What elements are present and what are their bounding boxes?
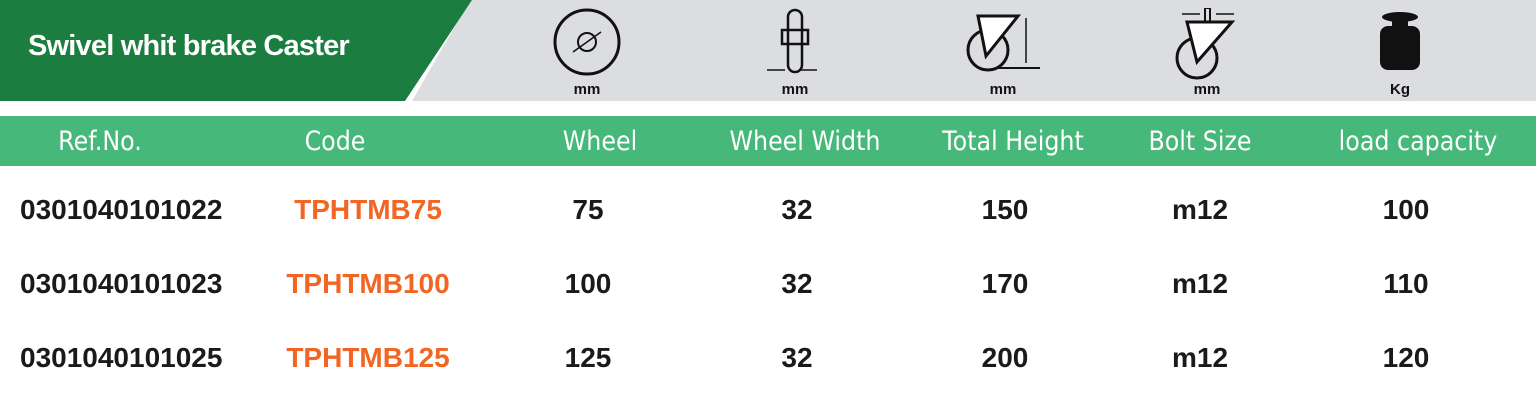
header-wheel: Wheel <box>562 126 638 157</box>
load-capacity: 110 <box>1383 268 1429 299</box>
ref-no: 0301040101022 <box>20 194 223 225</box>
total-height: 170 <box>981 268 1029 299</box>
header-ref: Ref.No. <box>58 126 142 157</box>
bolt-size-icon: mm <box>1162 8 1252 100</box>
wheel-width: 32 <box>781 194 813 225</box>
header-load-capacity: load capacity <box>1338 126 1498 157</box>
table-row: 0301040101022 TPHTMB75 75 32 150 m12 100 <box>0 194 1536 234</box>
header-total-height: Total Height <box>942 126 1084 157</box>
ref-no: 0301040101025 <box>20 342 223 373</box>
table-header: Ref.No. Code Wheel Wheel Width Total Hei… <box>0 116 1536 166</box>
wheel: 125 <box>564 342 612 373</box>
wheel: 75 <box>572 194 604 225</box>
page-title: Swivel whit brake Caster <box>28 30 350 62</box>
icon-band <box>412 0 1536 101</box>
bolt-size: m12 <box>1171 194 1229 225</box>
title-banner <box>0 0 472 101</box>
table-row: 0301040101025 TPHTMB125 125 32 200 m12 1… <box>0 342 1536 382</box>
total-height: 150 <box>981 194 1029 225</box>
load-capacity: 100 <box>1382 194 1430 225</box>
header-wheel-width: Wheel Width <box>729 126 881 157</box>
bolt-size: m12 <box>1171 342 1229 373</box>
weight-icon: Kg <box>1355 8 1445 100</box>
table-row: 0301040101023 TPHTMB100 100 32 170 m12 1… <box>0 268 1536 308</box>
wheel-width-icon: mm <box>750 8 840 100</box>
wheel-diameter-icon: mm <box>542 8 632 100</box>
wheel-width: 32 <box>781 342 813 373</box>
code: TPHTMB125 <box>286 342 450 373</box>
load-capacity: 120 <box>1382 342 1430 373</box>
total-height-icon: mm <box>958 8 1048 100</box>
header-bolt-size: Bolt Size <box>1148 126 1252 157</box>
code: TPHTMB100 <box>286 268 450 299</box>
bolt-size: m12 <box>1171 268 1229 299</box>
header-code: Code <box>304 126 366 157</box>
wheel-width: 32 <box>781 268 813 299</box>
ref-no: 0301040101023 <box>20 268 223 299</box>
wheel: 100 <box>564 268 612 299</box>
total-height: 200 <box>981 342 1029 373</box>
code: TPHTMB75 <box>294 194 442 225</box>
